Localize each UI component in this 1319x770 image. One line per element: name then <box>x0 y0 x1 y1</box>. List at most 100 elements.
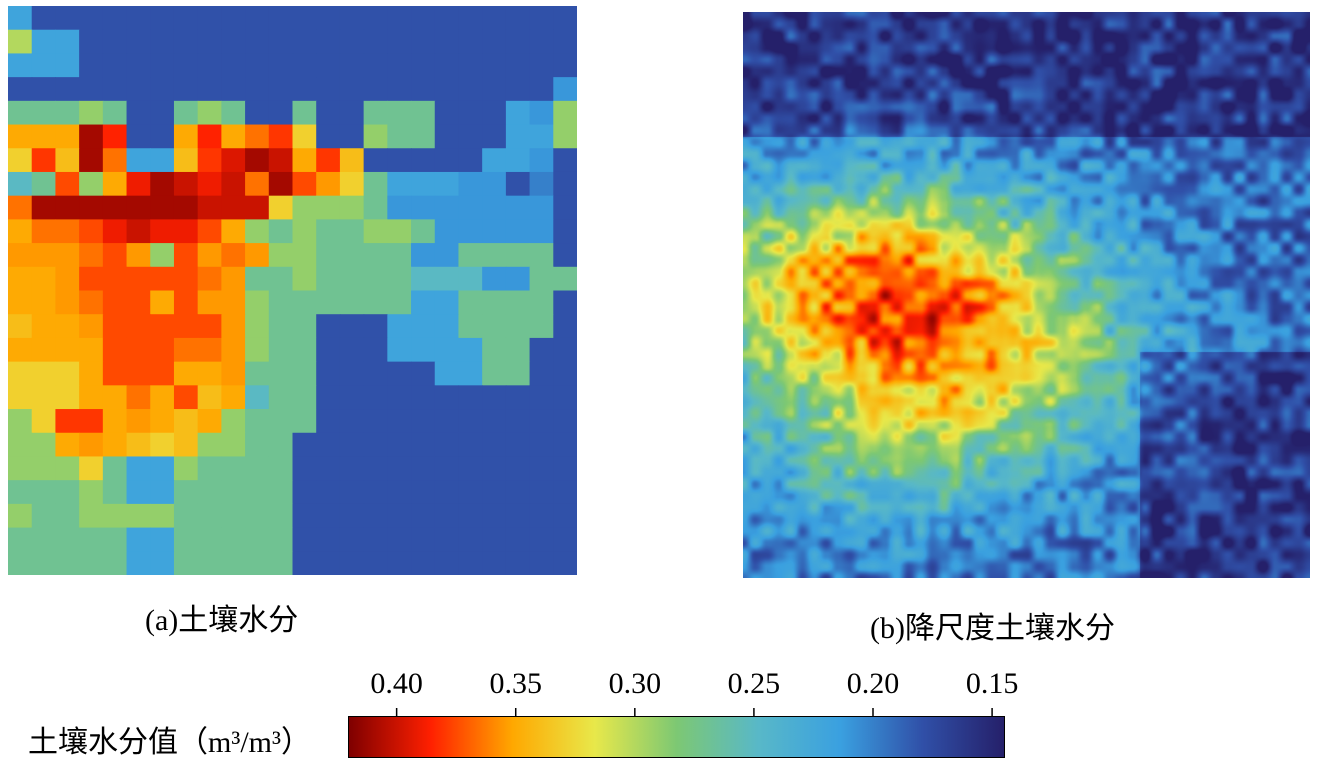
heatmap-a-cell <box>434 314 460 339</box>
heatmap-a-cell <box>529 361 554 386</box>
heatmap-a-cell <box>173 314 199 339</box>
heatmap-a-cell <box>363 29 388 55</box>
heatmap-a-cell <box>411 195 436 220</box>
heatmap-a-cell <box>482 124 507 149</box>
heatmap-a-cell <box>458 337 483 363</box>
heatmap-a-cell <box>434 290 460 315</box>
heatmap-a-cell <box>150 432 175 458</box>
heatmap-a-cell <box>411 171 436 197</box>
heatmap-a-cell <box>55 337 80 363</box>
heatmap-a-cell <box>126 290 151 315</box>
heatmap-a-cell <box>553 456 577 481</box>
heatmap-a-cell <box>529 503 554 529</box>
heatmap-a-cell <box>173 361 199 386</box>
heatmap-a-cell <box>411 503 436 529</box>
heatmap-a-cell <box>245 314 270 339</box>
heatmap-a-cell <box>553 195 577 220</box>
heatmap-a-cell <box>411 361 436 386</box>
heatmap-a-cell <box>102 266 128 292</box>
colorbar-tick-label: 0.20 <box>846 667 900 700</box>
heatmap-a-cell <box>197 337 222 363</box>
heatmap-a-cell <box>221 503 246 529</box>
heatmap-a-cell <box>387 77 412 102</box>
colorbar-tick-label: 0.15 <box>965 667 1019 700</box>
heatmap-a-cell <box>458 409 483 434</box>
heatmap-a-cell <box>434 480 460 505</box>
heatmap-a-cell <box>8 337 33 363</box>
heatmap-a-cell <box>529 100 554 126</box>
heatmap-a-cell <box>339 77 365 102</box>
heatmap-a-cell <box>363 503 388 529</box>
heatmap-a-cell <box>529 195 554 220</box>
heatmap-a-cell <box>268 409 294 434</box>
heatmap-a-cell <box>505 432 531 458</box>
heatmap-a-cell <box>173 456 199 481</box>
heatmap-a-cell <box>55 124 80 149</box>
heatmap-a-cell <box>268 53 294 78</box>
heatmap-a-cell <box>31 456 57 481</box>
heatmap-a-cell <box>292 409 317 434</box>
heatmap-a-cell <box>505 53 531 78</box>
heatmap-a-cell <box>221 266 246 292</box>
heatmap-a-cell <box>55 480 80 505</box>
heatmap-a-cell <box>221 53 246 78</box>
heatmap-a-cell <box>55 100 80 126</box>
heatmap-a-cell <box>126 243 151 268</box>
heatmap-a-cell <box>411 100 436 126</box>
heatmap-a-cell <box>505 409 531 434</box>
heatmap-a-cell <box>268 314 294 339</box>
heatmap-a-cell <box>268 148 294 173</box>
heatmap-a-cell <box>482 480 507 505</box>
heatmap-a-cell <box>221 551 246 575</box>
heatmap-a-cell <box>150 266 175 292</box>
heatmap-a-cell <box>387 195 412 220</box>
heatmap-a-cell <box>387 409 412 434</box>
heatmap-a-cell <box>150 456 175 481</box>
heatmap-a-cell <box>387 29 412 55</box>
heatmap-a-cell <box>292 337 317 363</box>
heatmap-a-cell <box>79 290 104 315</box>
heatmap-a-cell <box>31 337 57 363</box>
heatmap-a-cell <box>434 53 460 78</box>
heatmap-a-cell <box>387 266 412 292</box>
heatmap-a-cell <box>505 29 531 55</box>
heatmap-a-cell <box>339 124 365 149</box>
heatmap-a-cell <box>363 77 388 102</box>
heatmap-a-cell <box>31 290 57 315</box>
heatmap-a-cell <box>197 266 222 292</box>
heatmap-a-cell <box>126 314 151 339</box>
heatmap-a-cell <box>529 171 554 197</box>
heatmap-a-cell <box>150 503 175 529</box>
heatmap-a-cell <box>245 480 270 505</box>
heatmap-a-cell <box>102 219 128 244</box>
heatmap-a-cell <box>126 432 151 458</box>
heatmap-a-cell <box>150 195 175 220</box>
heatmap-a-cell <box>339 456 365 481</box>
heatmap-a-cell <box>150 527 175 552</box>
heatmap-a-cell <box>150 53 175 78</box>
heatmap-a-cell <box>79 77 104 102</box>
heatmap-a-cell <box>387 527 412 552</box>
heatmap-a-cell <box>434 219 460 244</box>
heatmap-a-cell <box>529 551 554 575</box>
heatmap-a-cell <box>363 409 388 434</box>
heatmap-a-cell <box>363 551 388 575</box>
heatmap-a-cell <box>8 29 33 55</box>
heatmap-a-cell <box>339 171 365 197</box>
heatmap-a-cell <box>482 361 507 386</box>
heatmap-a-cell <box>316 290 341 315</box>
heatmap-a-cell <box>316 337 341 363</box>
heatmap-a-cell <box>339 503 365 529</box>
heatmap-a-cell <box>268 171 294 197</box>
heatmap-a-cell <box>316 456 341 481</box>
heatmap-a-cell <box>363 385 388 410</box>
heatmap-a-cell <box>458 456 483 481</box>
heatmap-a-cell <box>458 385 483 410</box>
heatmap-a-cell <box>387 361 412 386</box>
heatmap-a-cell <box>316 480 341 505</box>
heatmap-a-cell <box>173 527 199 552</box>
heatmap-a-cell <box>411 6 436 31</box>
heatmap-a-cell <box>126 337 151 363</box>
heatmap-a-cell <box>529 243 554 268</box>
heatmap-a-cell <box>55 456 80 481</box>
